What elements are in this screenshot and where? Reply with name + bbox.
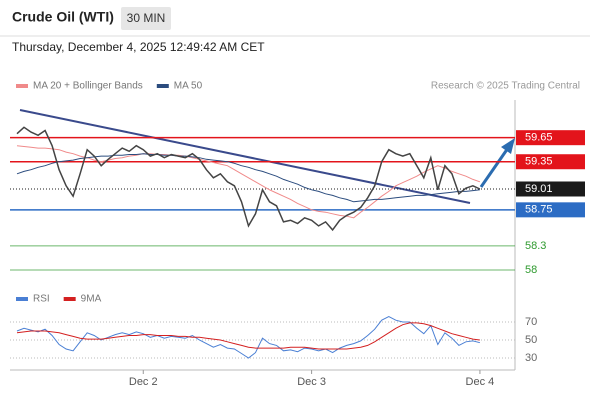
level-label: 58.75	[525, 204, 553, 216]
x-tick-label: Dec 4	[466, 376, 495, 388]
legend-label: RSI	[33, 294, 50, 305]
legend-label: MA 20 + Bollinger Bands	[33, 81, 143, 92]
level-box	[516, 154, 585, 170]
legend-swatch	[63, 297, 76, 301]
x-tick-label: Dec 3	[297, 376, 326, 388]
series-line	[16, 145, 481, 219]
level-label: 59.65	[525, 132, 553, 144]
timestamp: Thursday, December 4, 2025 12:49:42 AM C…	[12, 40, 265, 54]
x-tick-label: Dec 2	[129, 376, 158, 388]
y-tick-label: 50	[525, 334, 537, 346]
forecast-arrowhead	[501, 138, 515, 154]
level-label: 59.01	[525, 183, 553, 195]
legend-swatch	[156, 84, 169, 88]
series-line	[16, 126, 481, 232]
legend-swatch	[16, 297, 28, 301]
level-label: 58	[525, 264, 537, 276]
y-tick-label: 30	[525, 352, 537, 364]
series-line	[16, 316, 481, 359]
level-label: 59.35	[525, 156, 553, 168]
instrument-title: Crude Oil (WTI)	[12, 9, 114, 25]
legend-label: 9MA	[81, 294, 102, 305]
credit: Research © 2025 Trading Central	[431, 81, 580, 92]
level-label: 58.3	[525, 240, 546, 252]
legend-label: MA 50	[174, 81, 203, 92]
level-box	[516, 202, 585, 218]
level-box	[516, 181, 585, 197]
series-line	[16, 322, 480, 350]
timeframe-badge[interactable]	[121, 7, 171, 30]
legend-swatch	[16, 84, 28, 88]
trendline	[19, 109, 471, 204]
y-tick-label: 70	[525, 316, 537, 328]
timeframe[interactable]: 30 MIN	[127, 11, 166, 25]
forecast-arrow	[479, 147, 510, 188]
level-box	[516, 130, 585, 146]
